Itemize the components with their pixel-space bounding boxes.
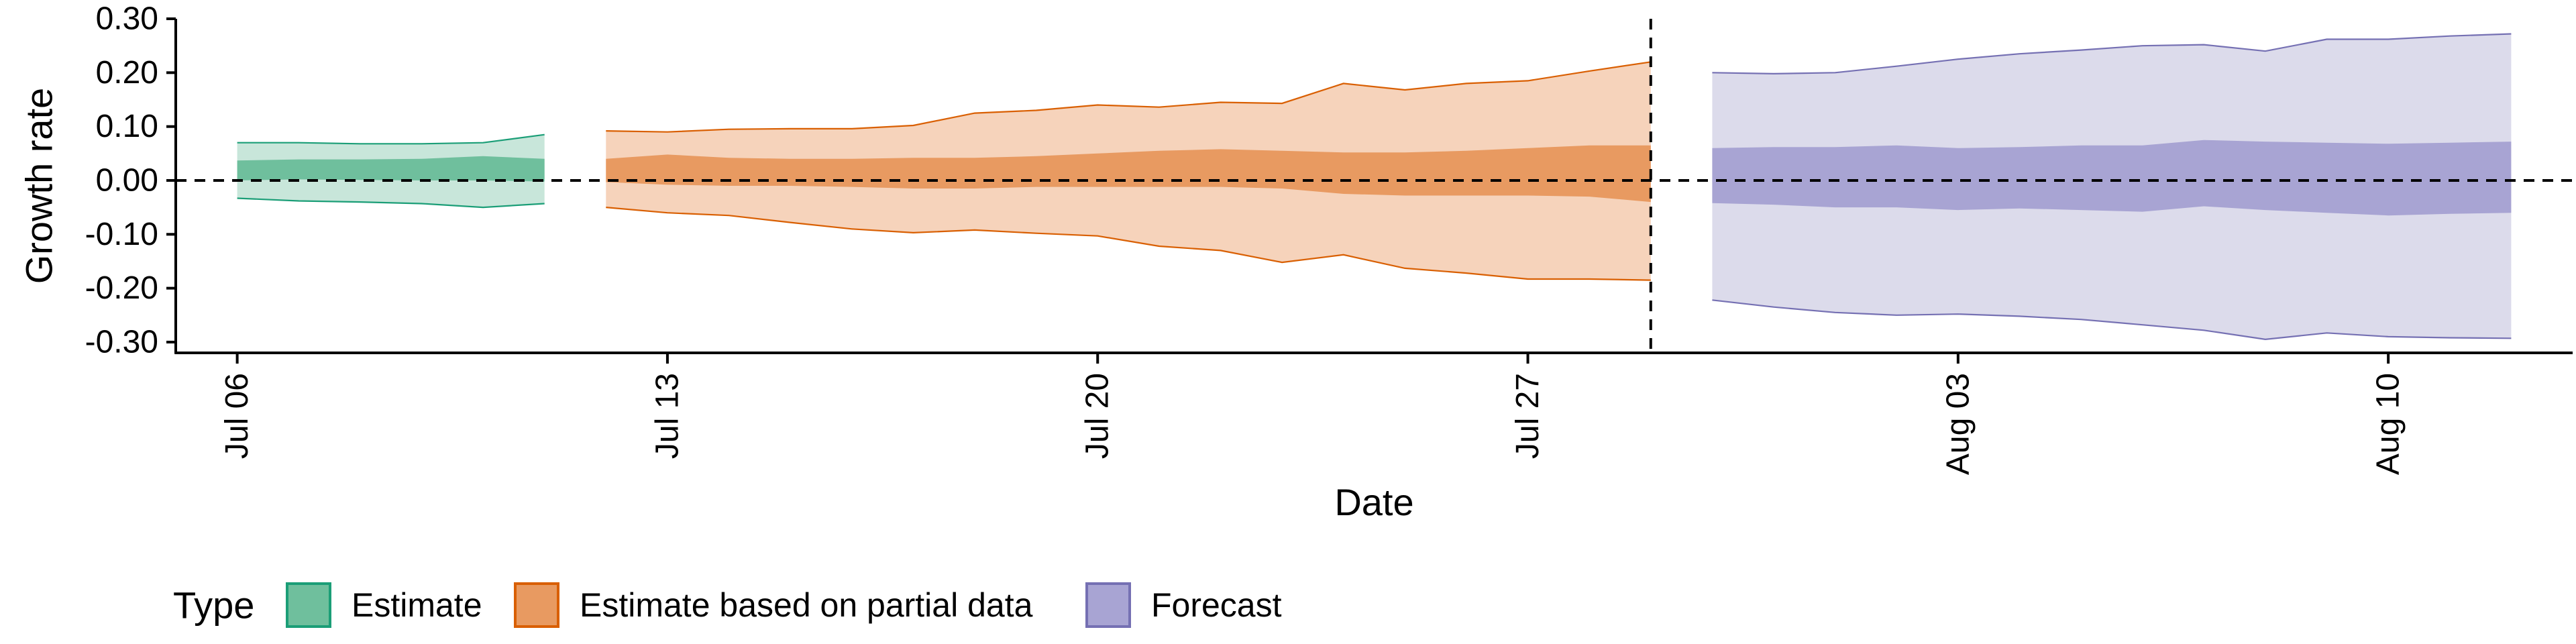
legend-key-forecast — [1085, 582, 1131, 628]
estimate-upper-line — [237, 133, 545, 145]
y-tick-label: 0.30 — [96, 1, 158, 37]
legend-key-estimate-based-on-partial-data — [514, 582, 559, 628]
y-tick-label: -0.30 — [85, 324, 158, 360]
x-tick-label: Jul 27 — [1510, 373, 1546, 459]
forecast-upper-line — [1712, 33, 2512, 75]
y-tick-label: 0.00 — [96, 162, 158, 198]
y-tick-label: 0.10 — [96, 109, 158, 144]
y-tick-label: 0.20 — [96, 55, 158, 91]
legend-label-estimate-based-on-partial-data: Estimate based on partial data — [580, 586, 1033, 624]
x-tick-label: Jul 06 — [219, 373, 255, 459]
estimate-inner-band — [237, 156, 545, 182]
ribbon-layer — [237, 33, 2512, 341]
estimate-based-on-partial-data-inner-band — [606, 145, 1651, 203]
estimate-based-on-partial-data-lower-line — [606, 207, 1651, 281]
x-tick-label: Jul 13 — [649, 373, 685, 459]
forecast-lower-line — [1712, 299, 2512, 341]
axes: 0.30 0.20 0.10 0.00 -0.10 -0.20 -0.30 Jul 06 Jul… — [18, 1, 2573, 523]
legend-title: Type — [173, 584, 254, 627]
reference-lines — [176, 19, 2573, 353]
legend: Type Estimate Estimate based on partial da… — [173, 582, 1282, 628]
x-tick-label: Aug 03 — [1940, 373, 1976, 475]
legend-label-forecast: Forecast — [1151, 586, 1282, 624]
y-axis-title: Growth rate — [18, 88, 60, 284]
legend-key-estimate — [286, 582, 331, 628]
y-tick-label: -0.20 — [85, 270, 158, 306]
x-axis-title: Date — [1334, 481, 1413, 523]
x-tick-label: Aug 10 — [2371, 373, 2406, 475]
legend-label-estimate: Estimate — [352, 586, 482, 624]
x-tick-label: Jul 20 — [1080, 373, 1116, 459]
forecast-inner-band — [1712, 140, 2512, 216]
y-tick-label: -0.10 — [85, 217, 158, 252]
estimate-lower-line — [237, 197, 545, 209]
estimate-based-on-partial-data-upper-line — [606, 61, 1651, 133]
